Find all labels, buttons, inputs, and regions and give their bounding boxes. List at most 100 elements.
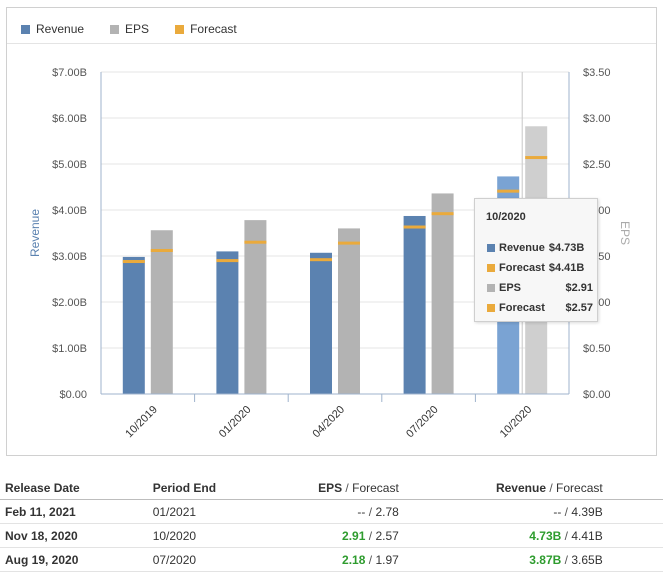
cell-eps: -- / 2.78 — [263, 499, 399, 524]
eps-forecast-marker — [525, 156, 548, 160]
cell-release-date: Feb 11, 2021 — [0, 499, 153, 524]
revenue-actual: 3.87B — [529, 552, 562, 567]
eps-forecast-marker — [244, 240, 267, 244]
eps-bar — [338, 228, 360, 394]
revenue-forecast-marker — [310, 258, 332, 262]
eps-forecast-marker — [338, 241, 360, 245]
cell-period-end: 07/2020 — [152, 547, 264, 572]
eps-forecast-marker — [431, 212, 454, 216]
header-spacer — [602, 477, 663, 500]
cell-period-end: 01/2021 — [152, 499, 264, 524]
chart-tooltip: 10/2020 Revenue $4.73B Forecast $4.41B E… — [474, 198, 598, 322]
cell-period-end: 10/2020 — [152, 523, 264, 548]
cell-spacer — [602, 499, 663, 524]
y-right-tick-label: $2.50 — [583, 159, 611, 171]
eps-swatch-icon — [487, 284, 495, 292]
revenue-forecast-marker — [497, 189, 520, 193]
revenue-actual: -- — [553, 504, 562, 519]
eps-forecast: 2.57 — [375, 528, 399, 543]
cell-eps: 2.18 / 1.97 — [263, 547, 399, 572]
eps-forecast: 1.97 — [375, 552, 399, 567]
legend-label-revenue: Revenue — [36, 22, 85, 36]
legend-item-forecast[interactable]: Forecast — [175, 22, 237, 36]
revenue-bar — [216, 251, 239, 394]
header-revenue-slash: / — [549, 481, 553, 495]
revenue-forecast: 4.39B — [571, 504, 603, 519]
eps-actual: -- — [357, 504, 366, 519]
eps-actual: 2.91 — [342, 528, 366, 543]
cell-revenue: 3.87B / 3.65B — [398, 547, 603, 572]
legend-item-eps[interactable]: EPS — [110, 22, 149, 36]
eps-forecast: 2.78 — [375, 504, 399, 519]
y-right-tick-label: $0.50 — [583, 343, 611, 355]
header-eps-slash: / — [345, 481, 349, 495]
chart-legend: Revenue EPS Forecast — [21, 15, 263, 43]
x-tick-label: 04/2020 — [311, 404, 348, 441]
cell-revenue: -- / 4.39B — [398, 499, 603, 524]
tooltip-row-eps: EPS $2.91 — [487, 280, 593, 296]
revenue-forecast-marker — [122, 260, 145, 264]
eps-actual: 2.18 — [342, 552, 366, 567]
x-tick-label: 01/2020 — [217, 404, 254, 441]
legend-item-revenue[interactable]: Revenue — [21, 22, 84, 36]
y-left-tick-label: $0.00 — [59, 389, 87, 401]
revenue-actual: 4.73B — [529, 528, 562, 543]
x-tick-label: 07/2020 — [404, 404, 441, 441]
table-header-row: Release Date Period End EPS / Forecast R… — [0, 477, 663, 500]
cell-revenue: 4.73B / 4.41B — [398, 523, 603, 548]
tooltip-row-revenue-forecast: Forecast $4.41B — [487, 260, 593, 276]
revenue-forecast: 3.65B — [571, 552, 603, 567]
eps-bar — [150, 230, 173, 394]
cell-spacer — [602, 523, 663, 548]
revenue-swatch-icon — [21, 24, 30, 34]
y-right-tick-label: $3.50 — [583, 67, 611, 79]
revenue-forecast-marker — [216, 259, 239, 263]
y-left-tick-label: $6.00B — [52, 113, 87, 125]
earnings-chart-panel: Revenue EPS Forecast $0.00 $0.00 $1.00B $0.… — [6, 7, 657, 456]
tooltip-row-value: $2.57 — [565, 302, 593, 314]
cell-spacer — [602, 547, 663, 572]
y-left-tick-label: $5.00B — [52, 159, 87, 171]
forecast-swatch-icon — [175, 24, 185, 34]
revenue-bar — [122, 256, 145, 394]
y-right-tick-label: $3.00 — [583, 113, 611, 125]
table-row: Aug 19, 2020 07/2020 2.18 / 1.97 3.87B /… — [0, 547, 663, 572]
header-period-end[interactable]: Period End — [152, 477, 264, 500]
forecast-swatch-icon — [487, 304, 495, 312]
y-left-tick-label: $7.00B — [52, 67, 87, 79]
cell-eps: 2.91 / 2.57 — [263, 523, 399, 548]
legend-label-eps: EPS — [125, 22, 150, 36]
tooltip-row-label: EPS — [499, 282, 522, 294]
header-revenue-label: Revenue — [495, 481, 546, 495]
tooltip-row-value: $2.91 — [565, 282, 593, 294]
table-row: Feb 11, 2021 01/2021 -- / 2.78 -- / 4.39… — [0, 499, 663, 524]
legend-label-forecast: Forecast — [190, 22, 237, 36]
y-right-tick-label: $0.00 — [583, 389, 611, 401]
y-left-tick-label: $3.00B — [52, 251, 87, 263]
header-revenue[interactable]: Revenue / Forecast — [398, 477, 603, 500]
x-tick-label: 10/2019 — [123, 404, 160, 441]
forecast-swatch-icon — [487, 264, 495, 272]
tooltip-row-label: Forecast — [499, 262, 545, 274]
revenue-bar — [310, 252, 332, 394]
eps-slash: / — [368, 552, 373, 567]
eps-bar — [431, 193, 454, 394]
revenue-slash: / — [564, 552, 569, 567]
tooltip-row-label: Revenue — [499, 242, 545, 254]
eps-slash: / — [368, 528, 373, 543]
eps-forecast-marker — [150, 248, 173, 252]
y-left-tick-label: $2.00B — [52, 297, 87, 309]
revenue-slash: / — [564, 528, 569, 543]
header-eps-label: EPS — [318, 481, 343, 495]
tooltip-row-value: $4.41B — [548, 262, 585, 274]
tooltip-row-label: Forecast — [499, 302, 545, 314]
tooltip-row-revenue: Revenue $4.73B — [487, 240, 593, 256]
tooltip-title: 10/2020 — [486, 211, 526, 223]
header-release-date[interactable]: Release Date — [0, 477, 153, 500]
legend-divider — [7, 43, 656, 44]
header-eps[interactable]: EPS / Forecast — [263, 477, 399, 500]
cell-release-date: Aug 19, 2020 — [0, 547, 153, 572]
cell-release-date: Nov 18, 2020 — [0, 523, 153, 548]
y-left-tick-label: $1.00B — [52, 343, 87, 355]
revenue-slash: / — [564, 504, 569, 519]
